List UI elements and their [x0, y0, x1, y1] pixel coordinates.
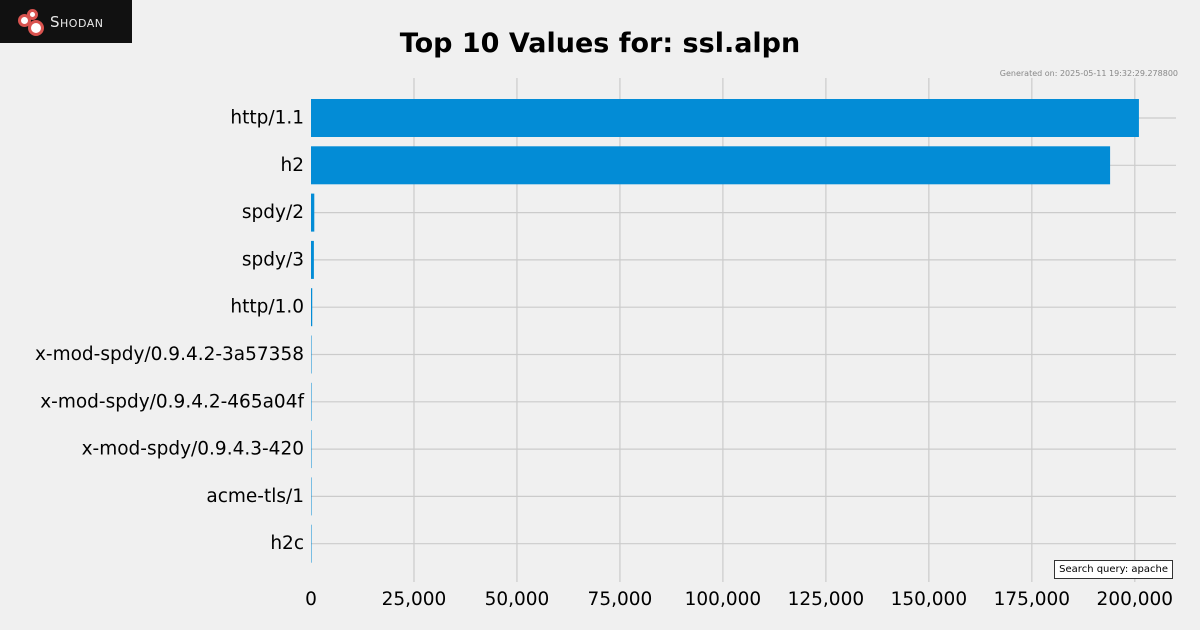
- x-tick-label: 125,000: [788, 589, 865, 610]
- bar: [311, 99, 1139, 137]
- y-tick-label: h2c: [270, 533, 304, 554]
- x-tick-label: 100,000: [685, 589, 762, 610]
- y-tick-label: spdy/3: [242, 249, 304, 270]
- bar: [311, 477, 312, 516]
- bar: [311, 240, 314, 279]
- x-tick-label: 50,000: [485, 589, 550, 610]
- shodan-logo[interactable]: Shodan: [0, 0, 132, 43]
- y-tick-label: x-mod-spdy/0.9.4.2-465a04f: [40, 391, 304, 412]
- x-tick-label: 200,000: [1097, 589, 1174, 610]
- bar: [311, 193, 315, 232]
- x-tick-label: 175,000: [994, 589, 1071, 610]
- x-tick-label: 0: [305, 589, 317, 610]
- shodan-logo-icon: [16, 7, 46, 37]
- y-tick-label: spdy/2: [242, 202, 304, 223]
- bar: [311, 335, 312, 374]
- x-tick-label: 150,000: [891, 589, 968, 610]
- bar: [311, 382, 312, 421]
- shodan-logo-text: Shodan: [50, 12, 104, 31]
- bar: [311, 146, 1111, 185]
- y-tick-label: x-mod-spdy/0.9.4.3-420: [82, 439, 304, 460]
- y-tick-label: x-mod-spdy/0.9.4.2-3a57358: [35, 344, 304, 365]
- x-tick-label: 75,000: [588, 589, 653, 610]
- search-query-box: Search query: apache: [1054, 560, 1173, 579]
- y-tick-label: http/1.1: [230, 108, 304, 129]
- bar: [311, 524, 312, 563]
- chart-title: Top 10 Values for: ssl.alpn: [399, 28, 801, 59]
- generated-timestamp: Generated on: 2025-05-11 19:32:29.278800: [999, 69, 1178, 78]
- y-tick-label: h2: [281, 155, 305, 176]
- y-tick-label: acme-tls/1: [206, 486, 304, 507]
- bar: [311, 288, 313, 327]
- bar: [311, 430, 312, 469]
- y-tick-label: http/1.0: [230, 297, 304, 318]
- x-tick-label: 25,000: [382, 589, 447, 610]
